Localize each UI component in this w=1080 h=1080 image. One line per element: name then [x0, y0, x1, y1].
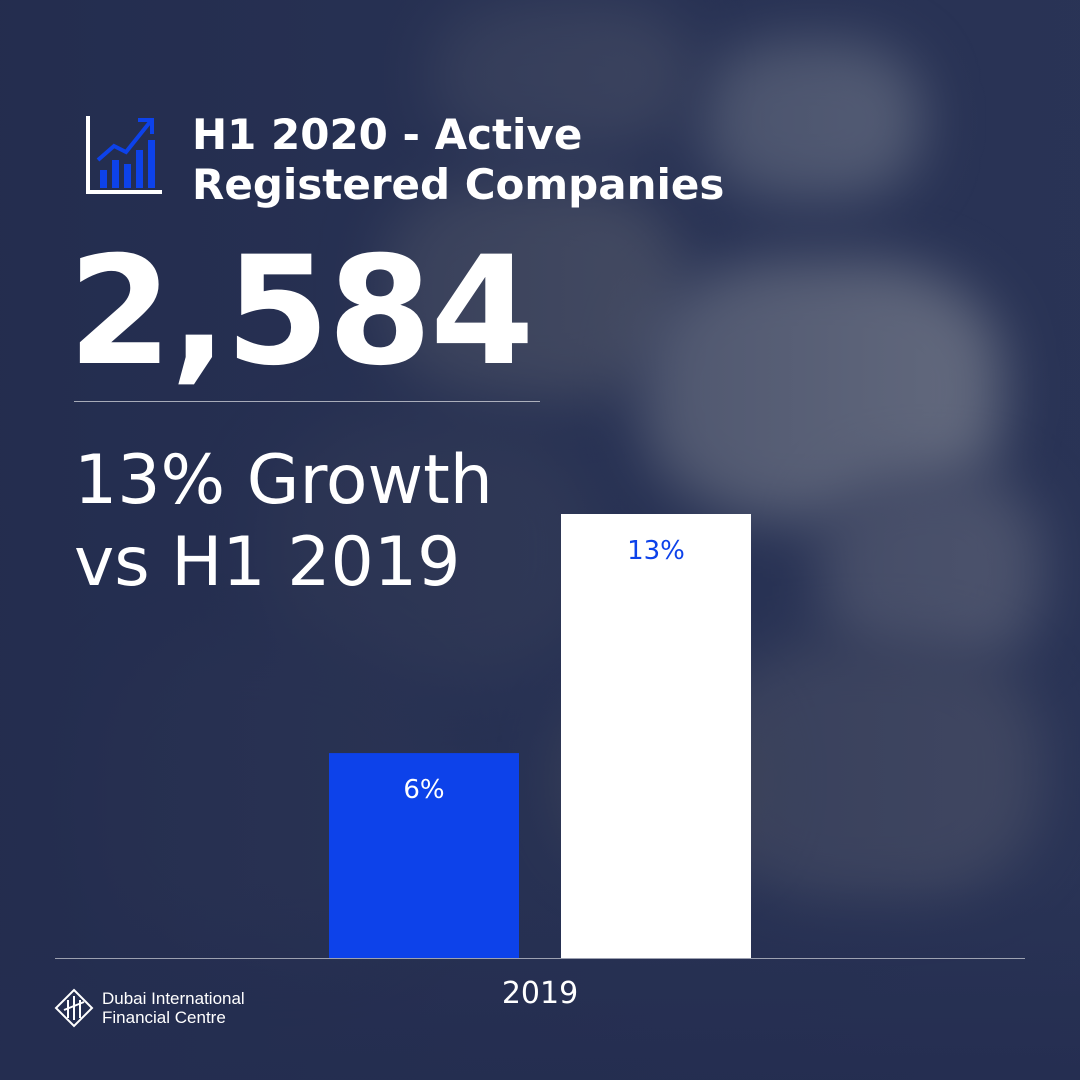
page-title-line2: Registered Companies: [192, 160, 725, 209]
header: H1 2020 - Active Registered Companies: [84, 110, 724, 210]
difc-logo: Dubai International Financial Centre: [54, 988, 245, 1028]
x-tick-label: 2019: [502, 976, 578, 1011]
growth-caption: 13% Growth vs H1 2019: [74, 440, 493, 604]
background-bottom-fade: [0, 880, 1080, 1080]
headline-value: 2,584: [68, 225, 534, 399]
bar-chart-growth-icon: [86, 116, 162, 194]
bar-data-label: 6%: [403, 775, 444, 805]
growth-caption-line2: vs H1 2019: [74, 523, 461, 602]
growth-caption-line1: 13% Growth: [74, 441, 493, 520]
page-title: H1 2020 - Active Registered Companies: [192, 110, 724, 210]
bar-h1-2020: [561, 514, 751, 958]
logo-text-line1: Dubai International: [102, 989, 245, 1008]
logo-text-line2: Financial Centre: [102, 1008, 226, 1027]
bar-data-label: 13%: [627, 536, 685, 566]
bar-h1-2019: [329, 753, 519, 958]
difc-logo-icon: [54, 988, 94, 1028]
page-title-line1: H1 2020 - Active: [192, 110, 583, 159]
divider: [74, 401, 540, 402]
logo-text: Dubai International Financial Centre: [102, 989, 245, 1027]
